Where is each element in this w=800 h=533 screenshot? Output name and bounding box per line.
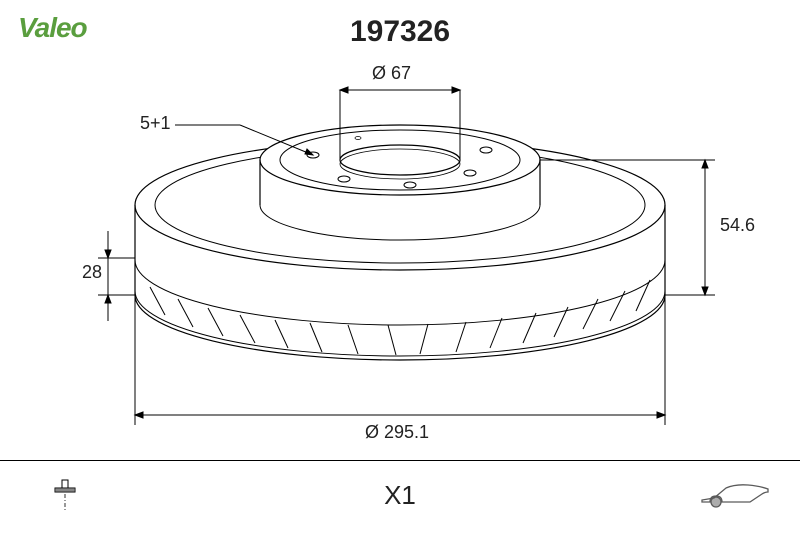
disc-side-icon [40, 478, 90, 518]
thickness-label: 28 [82, 262, 102, 283]
outer-diameter-label: Ø 295.1 [365, 422, 429, 443]
part-number: 197326 [350, 15, 450, 49]
technical-drawing [0, 55, 800, 455]
bore-diameter-label: Ø 67 [372, 63, 411, 84]
car-front-icon [700, 480, 770, 515]
height-label: 54.6 [720, 215, 755, 236]
bolt-pattern-label: 5+1 [140, 113, 171, 134]
quantity-label: X1 [384, 480, 416, 511]
brand-logo: Valeo [18, 12, 87, 44]
divider [0, 460, 800, 461]
